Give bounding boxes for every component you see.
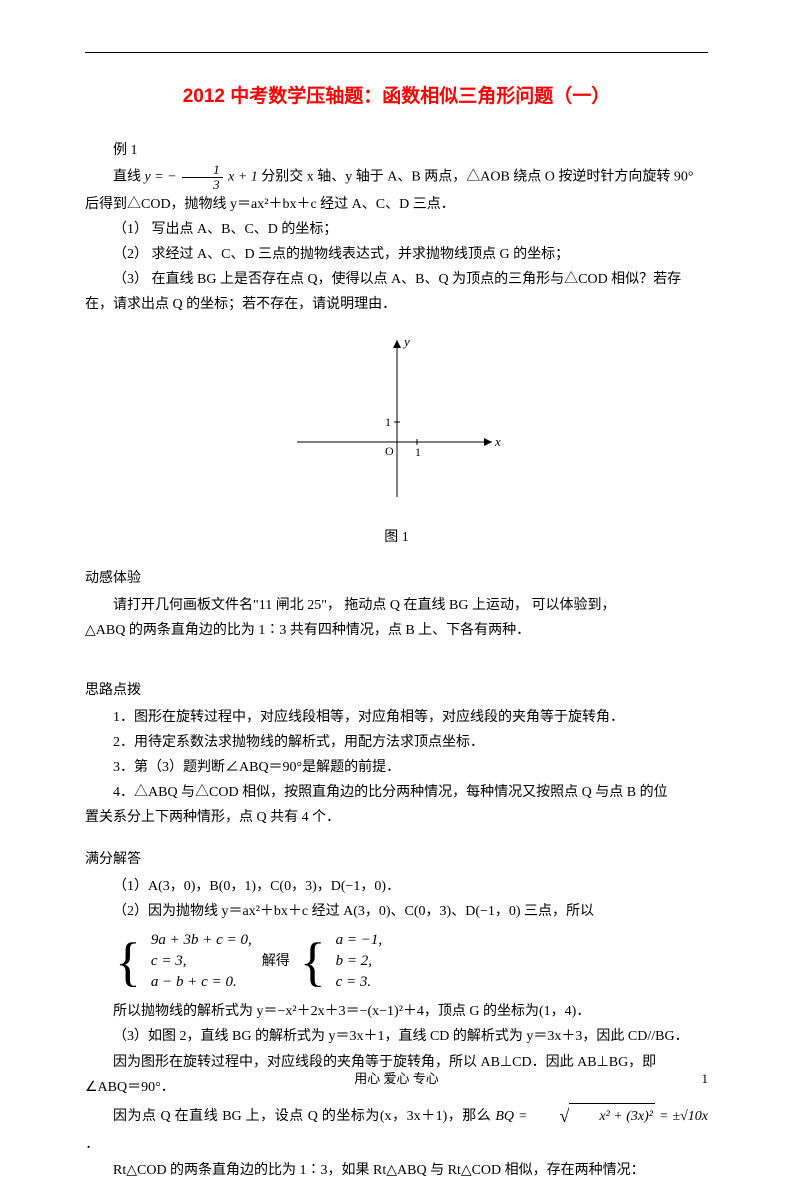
- silu-p4a: 4．△ABQ 与△COD 相似，按照直角边的比分两种情况，每种情况又按照点 Q …: [85, 780, 708, 805]
- example-label: 例 1: [85, 138, 708, 163]
- fraction: 1 3: [182, 163, 223, 191]
- numerator: 1: [182, 163, 223, 178]
- system-right-column: a = −1, b = 2, c = 3.: [336, 930, 383, 993]
- problem-q3b: 在，请求出点 Q 的坐标；若不存在，请说明理由．: [85, 292, 708, 317]
- problem-q1: （1） 写出点 A、B、C、D 的坐标；: [85, 217, 708, 242]
- y-axis-label: y: [402, 334, 410, 349]
- page-footer: 用心 爱心 专心: [0, 1067, 793, 1090]
- tiyan-heading: 动感体验: [85, 566, 708, 591]
- x-arrow: [484, 438, 492, 446]
- y-arrow: [393, 340, 401, 348]
- header-rule: [85, 52, 708, 53]
- denominator: 3: [182, 178, 223, 192]
- tiyan-line-1: 请打开几何画板文件名"11 闸北 25"， 拖动点 Q 在直线 BG 上运动， …: [85, 593, 708, 618]
- graph-caption: 图 1: [85, 525, 708, 550]
- silu-p2: 2．用待定系数法求抛物线的解析式，用配方法求顶点坐标．: [85, 730, 708, 755]
- silu-p1: 1．图形在旋转过程中，对应线段相等，对应角相等，对应线段的夹角等于旋转角．: [85, 705, 708, 730]
- right-brace: {: [300, 935, 326, 989]
- jieda-a2b: 所以抛物线的解析式为 y＝−x²＋2x＋3＝−(x−1)²＋4，顶点 G 的坐标…: [85, 999, 708, 1024]
- x-tick-label: 1: [415, 445, 421, 459]
- text: 直线: [113, 170, 145, 185]
- jieda-a5: Rt△COD 的两条直角边的比为 1∶3，如果 Rt△ABQ 与 Rt△COD …: [85, 1158, 708, 1183]
- problem-line-2: 后得到△COD，抛物线 y＝ax²＋bx＋c 经过 A、C、D 三点．: [85, 192, 708, 217]
- problem-line-1: 直线 y = − 1 3 x + 1 分别交 x 轴、y 轴于 A、B 两点，△…: [85, 163, 708, 191]
- x-axis-label: x: [494, 434, 501, 449]
- eq-row: a = −1,: [336, 930, 383, 951]
- jieda-a2: （2）因为抛物线 y＝ax²＋bx＋c 经过 A(3，0)、C(0，3)、D(−…: [85, 899, 708, 924]
- y-tick-label: 1: [385, 415, 391, 429]
- system-left-column: 9a + 3b + c = 0, c = 3, a − b + c = 0.: [151, 930, 252, 993]
- axes-svg: 1 1 O x y: [287, 332, 507, 502]
- problem-q3a: （3） 在直线 BG 上是否存在点 Q，使得以点 A、B、Q 为顶点的三角形与△…: [85, 267, 708, 292]
- jieda-a3a: （3）如图 2，直线 BG 的解析式为 y＝3x＋1，直线 CD 的解析式为 y…: [85, 1024, 708, 1049]
- left-brace: {: [115, 935, 141, 989]
- jieda-a4: 因为点 Q 在直线 BG 上，设点 Q 的坐标为(x，3x＋1)，那么 BQ =…: [85, 1100, 708, 1158]
- radicand: x² + (3x)²: [569, 1103, 655, 1129]
- silu-p3: 3．第（3）题判断∠ABQ＝90°是解题的前提．: [85, 755, 708, 780]
- square-root: √x² + (3x)²: [531, 1100, 654, 1132]
- eq-row: b = 2,: [336, 951, 383, 972]
- text: 分别交 x 轴、y 轴于 A、B 两点，△AOB 绕点 O 按逆时针方向旋转 9…: [261, 170, 693, 185]
- eq-row: a − b + c = 0.: [151, 972, 252, 993]
- equation-system: { 9a + 3b + c = 0, c = 3, a − b + c = 0.…: [115, 930, 708, 993]
- jieda-heading: 满分解答: [85, 847, 708, 872]
- coordinate-graph: 1 1 O x y: [85, 332, 708, 511]
- eq-row: 9a + 3b + c = 0,: [151, 930, 252, 951]
- tiyan-line-2: △ABQ 的两条直角边的比为 1∶3 共有四种情况，点 B 上、下各有两种．: [85, 618, 708, 643]
- silu-p4b: 置关系分上下两种情形，点 Q 共有 4 个．: [85, 805, 708, 830]
- equation-lhs: y = −: [145, 170, 177, 185]
- spacer: [85, 644, 708, 662]
- origin-label: O: [385, 444, 394, 458]
- document-title: 2012 中考数学压轴题：函数相似三角形问题（一）: [85, 80, 708, 114]
- equation-rhs: x + 1: [228, 170, 258, 185]
- document-page: 2012 中考数学压轴题：函数相似三角形问题（一） 例 1 直线 y = − 1…: [0, 0, 793, 1122]
- silu-heading: 思路点拨: [85, 678, 708, 703]
- eq-row: c = 3,: [151, 951, 252, 972]
- problem-q2: （2） 求经过 A、C、D 三点的抛物线表达式，并求抛物线顶点 G 的坐标；: [85, 242, 708, 267]
- radical-icon: √: [559, 1106, 569, 1126]
- system-mid-text: 解得: [262, 949, 290, 974]
- eq-row: c = 3.: [336, 972, 383, 993]
- jieda-a1: （1）A(3，0)，B(0，1)，C(0，3)，D(−1，0)．: [85, 874, 708, 899]
- page-number: 1: [702, 1067, 709, 1090]
